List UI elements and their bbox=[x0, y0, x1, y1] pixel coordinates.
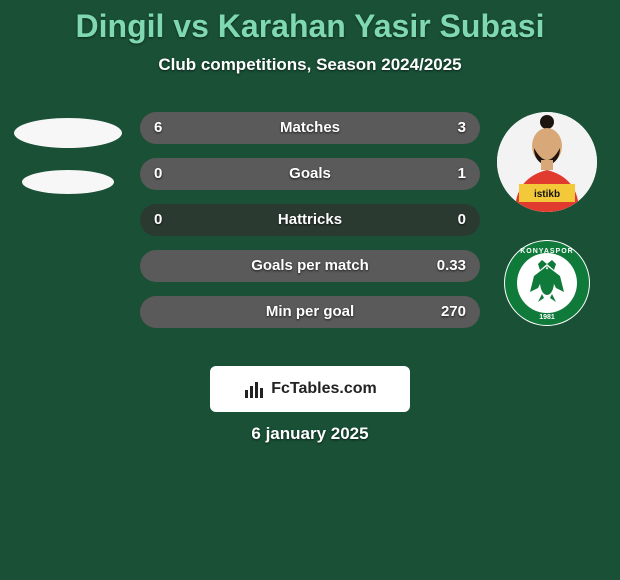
date-text: 6 january 2025 bbox=[0, 424, 620, 444]
svg-text:istikb: istikb bbox=[534, 189, 560, 200]
club-right-logo: Konyaspor 1981 bbox=[504, 240, 590, 326]
svg-text:1981: 1981 bbox=[539, 314, 555, 321]
page-subtitle: Club competitions, Season 2024/2025 bbox=[0, 55, 620, 75]
stat-value-left: 6 bbox=[154, 112, 162, 144]
stat-value-right: 0 bbox=[458, 204, 466, 236]
club-logo-svg: Konyaspor 1981 bbox=[504, 240, 590, 326]
stat-label: Goals bbox=[140, 158, 480, 190]
svg-text:Konyaspor: Konyaspor bbox=[520, 248, 573, 255]
stat-row: 6 Matches 3 bbox=[140, 112, 480, 144]
stat-label: Min per goal bbox=[140, 296, 480, 328]
stat-value-left: 0 bbox=[154, 204, 162, 236]
player-avatar-svg: istikb bbox=[497, 112, 597, 212]
stat-row: 0 Hattricks 0 bbox=[140, 204, 480, 236]
attribution-text: FcTables.com bbox=[271, 380, 377, 398]
page-title: Dingil vs Karahan Yasir Subasi bbox=[0, 0, 620, 45]
stat-value-right: 270 bbox=[441, 296, 466, 328]
player-left-placeholder bbox=[14, 118, 122, 148]
stat-label: Goals per match bbox=[140, 250, 480, 282]
stat-value-right: 3 bbox=[458, 112, 466, 144]
page-root: Dingil vs Karahan Yasir Subasi Club comp… bbox=[0, 0, 620, 580]
player-right-column: istikb Konyaspor 1981 bbox=[492, 112, 602, 326]
stat-value-left: 0 bbox=[154, 158, 162, 190]
stat-value-right: 1 bbox=[458, 158, 466, 190]
stat-value-right: 0.33 bbox=[437, 250, 466, 282]
player-left-column bbox=[8, 112, 128, 216]
attribution-icon bbox=[243, 378, 265, 400]
attribution-badge: FcTables.com bbox=[210, 366, 410, 412]
content-area: istikb Konyaspor 1981 bbox=[0, 112, 620, 342]
club-left-placeholder bbox=[22, 170, 114, 194]
stat-label: Hattricks bbox=[140, 204, 480, 236]
stat-label: Matches bbox=[140, 112, 480, 144]
stat-row: Min per goal 270 bbox=[140, 296, 480, 328]
player-right-photo: istikb bbox=[497, 112, 597, 212]
stat-row: Goals per match 0.33 bbox=[140, 250, 480, 282]
stat-row: 0 Goals 1 bbox=[140, 158, 480, 190]
